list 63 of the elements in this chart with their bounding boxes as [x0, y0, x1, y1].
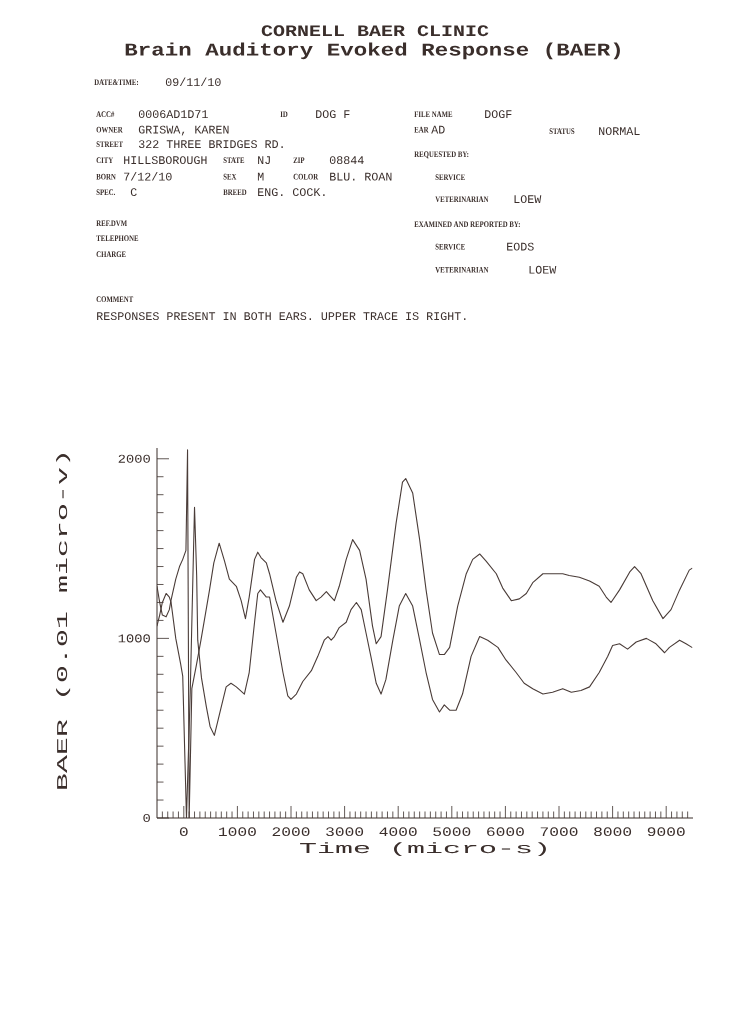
- text: COMMENT: [96, 296, 134, 303]
- chart-subtitle: Brain Auditory Evoked Response (BAER): [125, 42, 620, 60]
- y-axis-title: BAER (0.01 micro-v): [56, 454, 71, 789]
- text: EAR: [414, 126, 429, 133]
- text: RESPONSES PRESENT IN BOTH EARS. UPPER TRACE IS RIGHT.: [97, 312, 466, 321]
- x-tick-label: 1000: [219, 827, 256, 837]
- text: EODS: [507, 242, 534, 251]
- text: 7/12/10: [124, 172, 172, 181]
- text: FILE NAME: [414, 111, 453, 117]
- text: ZIP: [293, 157, 305, 163]
- y-tick-label: 1000: [118, 634, 150, 643]
- text: TELEPHONE: [96, 235, 139, 242]
- text: CHARGE: [96, 251, 126, 258]
- text: ACC#: [96, 111, 115, 118]
- text: EXAMINED AND REPORTED BY:: [414, 221, 520, 228]
- text: DATE&TIME:: [94, 79, 139, 86]
- text: COLOR: [293, 173, 319, 180]
- text: LOEW: [529, 265, 557, 274]
- text: OWNER: [96, 126, 123, 133]
- x-tick-label: 9000: [647, 827, 685, 837]
- text: DOGF: [485, 110, 512, 119]
- text: 322 THREE BRIDGES RD.: [138, 140, 283, 149]
- text: VETERINARIAN: [435, 266, 489, 273]
- text: BREED: [223, 189, 247, 196]
- text: SEX: [223, 173, 237, 180]
- text: M: [257, 172, 264, 181]
- text: GRISWA, KAREN: [138, 125, 229, 136]
- x-tick-label: 2000: [272, 827, 310, 837]
- text: CITY: [96, 157, 114, 164]
- text: LOEW: [514, 195, 542, 204]
- chart-title: CORNELL BAER CLINIC: [261, 25, 489, 37]
- x-tick-label: 0: [179, 827, 188, 837]
- text: NJ: [258, 156, 270, 165]
- x-tick-label: 5000: [433, 827, 471, 837]
- y-tick-label: 2000: [118, 454, 150, 463]
- text: VETERINARIAN: [435, 196, 489, 203]
- x-tick-label: 7000: [540, 827, 578, 837]
- x-tick-label: 4000: [379, 827, 417, 837]
- text: BORN: [96, 173, 116, 180]
- x-tick-label: 8000: [594, 827, 632, 837]
- x-axis-title: Time (micro-s): [300, 842, 546, 857]
- text: ID: [280, 111, 288, 117]
- x-tick-label: 6000: [487, 827, 524, 837]
- text: STREET: [96, 141, 123, 148]
- text: STATUS: [549, 128, 575, 135]
- text: C: [130, 188, 137, 197]
- text: HILLSBOROUGH: [124, 156, 207, 165]
- text: REF.DVM: [96, 220, 127, 227]
- text: SERVICE: [435, 174, 465, 181]
- text: SERVICE: [435, 243, 465, 250]
- text: NORMAL: [599, 127, 640, 136]
- text: 0006AD1D71: [138, 110, 208, 119]
- text: REQUESTED BY:: [414, 151, 469, 159]
- text: 08844: [329, 156, 364, 165]
- text: DOG F: [316, 110, 350, 119]
- text: ENG. COCK.: [258, 188, 325, 197]
- text: AD: [431, 125, 445, 134]
- text: BLU. ROAN: [330, 172, 392, 181]
- text: STATE: [223, 157, 245, 164]
- y-tick-label: 0: [143, 813, 150, 823]
- text: SPEC.: [96, 189, 115, 196]
- text: 09/11/10: [165, 77, 221, 87]
- x-tick-label: 3000: [326, 827, 364, 837]
